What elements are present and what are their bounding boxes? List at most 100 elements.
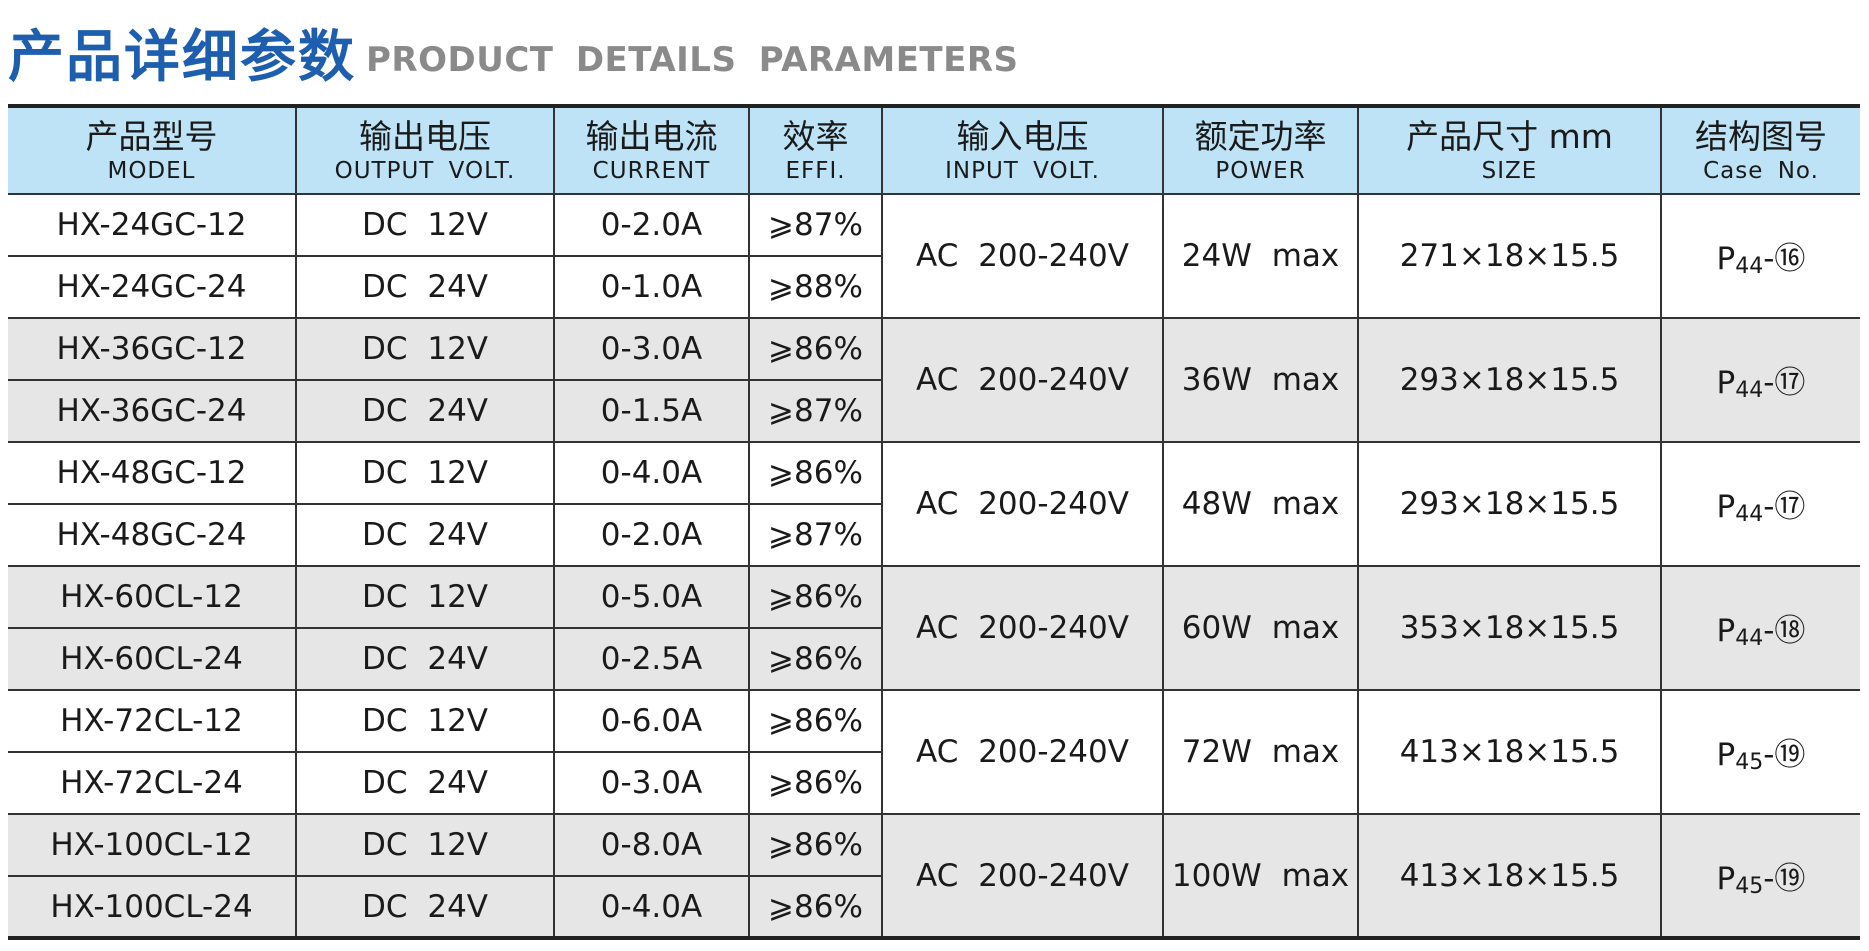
effi-cell: ⩾86% bbox=[748, 689, 883, 753]
effi-cell: ⩾87% bbox=[748, 379, 882, 443]
case-page-number: 45 bbox=[1735, 750, 1764, 775]
header-input-volt-en: INPUT VOLT. bbox=[945, 157, 1100, 184]
header-power-en: POWER bbox=[1215, 157, 1306, 184]
table-row: HX-48GC-24 DC 24V 0-2.0A ⩾87% bbox=[8, 503, 1860, 567]
effi-cell: ⩾87% bbox=[748, 193, 883, 257]
case-no-cell: P44-⑱ bbox=[1660, 565, 1860, 691]
output-volt-cell: DC 24V bbox=[295, 379, 555, 443]
current-cell: 0-3.0A bbox=[553, 317, 750, 381]
current-cell: 0-4.0A bbox=[553, 875, 750, 939]
case-no-cell: P44-⑯ bbox=[1660, 193, 1860, 319]
header-current-en: CURRENT bbox=[592, 157, 711, 184]
case-no-cell: P45-⑲ bbox=[1660, 813, 1860, 939]
output-volt-cell: DC 24V bbox=[295, 503, 555, 567]
header-size-en: SIZE bbox=[1481, 157, 1538, 184]
header-current: 输出电流 CURRENT bbox=[553, 105, 750, 195]
current-cell: 0-8.0A bbox=[553, 813, 750, 877]
input-volt-cell: AC 200-240V bbox=[881, 193, 1164, 319]
current-cell: 0-4.0A bbox=[553, 441, 750, 505]
header-effi-en: EFFI. bbox=[785, 157, 846, 184]
table-row: HX-24GC-12 DC 12V 0-2.0A ⩾87% AC 200-240… bbox=[8, 193, 1860, 319]
power-cell: 72W max bbox=[1162, 689, 1359, 815]
model-cell: HX-100CL-12 bbox=[8, 813, 297, 877]
current-cell: 0-1.0A bbox=[553, 255, 750, 319]
model-cell: HX-100CL-24 bbox=[8, 875, 297, 939]
output-volt-cell: DC 12V bbox=[295, 813, 555, 877]
table-row: HX-72CL-24 DC 24V 0-3.0A ⩾86% bbox=[8, 751, 1860, 815]
header-effi: 效率 EFFI. bbox=[748, 105, 883, 195]
case-no-cell: P44-⑰ bbox=[1660, 317, 1860, 443]
size-cell: 293×18×15.5 bbox=[1357, 317, 1662, 443]
header-input-volt: 输入电压 INPUT VOLT. bbox=[881, 105, 1164, 195]
effi-cell: ⩾86% bbox=[748, 875, 882, 939]
input-volt-cell: AC 200-240V bbox=[881, 813, 1164, 939]
case-prefix: P bbox=[1716, 613, 1736, 649]
model-cell: HX-24GC-12 bbox=[8, 193, 297, 257]
case-suffix: -⑯ bbox=[1763, 241, 1806, 277]
current-cell: 0-3.0A bbox=[553, 751, 750, 815]
output-volt-cell: DC 12V bbox=[295, 441, 555, 505]
table-row: HX-100CL-12 DC 12V 0-8.0A ⩾86% AC 200-24… bbox=[8, 813, 1860, 939]
case-no-cell: P44-⑰ bbox=[1660, 441, 1860, 567]
output-volt-cell: DC 12V bbox=[295, 317, 555, 381]
effi-cell: ⩾86% bbox=[748, 813, 883, 877]
case-suffix: -⑱ bbox=[1763, 613, 1806, 649]
output-volt-cell: DC 24V bbox=[295, 627, 555, 691]
effi-cell: ⩾88% bbox=[748, 255, 882, 319]
model-cell: HX-60CL-12 bbox=[8, 565, 297, 629]
page-title-en: PRODUCT DETAILS PARAMETERS bbox=[366, 40, 1019, 80]
case-page-number: 44 bbox=[1735, 378, 1764, 403]
header-size: 产品尺寸 mm SIZE bbox=[1357, 105, 1662, 195]
case-prefix: P bbox=[1716, 489, 1736, 525]
effi-cell: ⩾86% bbox=[748, 317, 883, 381]
output-volt-cell: DC 12V bbox=[295, 565, 555, 629]
table-row: HX-72CL-12 DC 12V 0-6.0A ⩾86% AC 200-240… bbox=[8, 689, 1860, 815]
case-suffix: -⑰ bbox=[1763, 489, 1806, 525]
header-case-no-cn: 结构图号 bbox=[1695, 116, 1827, 156]
header-model-cn: 产品型号 bbox=[85, 116, 218, 156]
effi-cell: ⩾86% bbox=[748, 565, 883, 629]
header-size-cn: 产品尺寸 mm bbox=[1406, 116, 1613, 156]
current-cell: 0-6.0A bbox=[553, 689, 750, 753]
current-cell: 0-2.0A bbox=[553, 503, 750, 567]
output-volt-cell: DC 12V bbox=[295, 689, 555, 753]
power-cell: 100W max bbox=[1162, 813, 1359, 939]
header-model-en: MODEL bbox=[107, 157, 196, 184]
table-row: HX-24GC-24 DC 24V 0-1.0A ⩾88% bbox=[8, 255, 1860, 319]
case-suffix: -⑰ bbox=[1763, 365, 1806, 401]
header-output-volt-en: OUTPUT VOLT. bbox=[334, 157, 516, 184]
case-page-number: 44 bbox=[1735, 254, 1764, 279]
size-cell: 413×18×15.5 bbox=[1357, 813, 1662, 939]
table-row: HX-60CL-12 DC 12V 0-5.0A ⩾86% AC 200-240… bbox=[8, 565, 1860, 691]
effi-cell: ⩾86% bbox=[748, 627, 882, 691]
model-cell: HX-48GC-24 bbox=[8, 503, 297, 567]
header-model: 产品型号 MODEL bbox=[8, 105, 297, 195]
header-case-no-en: Case No. bbox=[1703, 157, 1819, 184]
model-cell: HX-24GC-24 bbox=[8, 255, 297, 319]
output-volt-cell: DC 24V bbox=[295, 255, 555, 319]
case-suffix: -⑲ bbox=[1763, 737, 1806, 773]
case-prefix: P bbox=[1716, 860, 1736, 897]
case-page-number: 45 bbox=[1735, 873, 1764, 899]
table-header-row: 产品型号 MODEL 输出电压 OUTPUT VOLT. 输出电流 CURRENT 效… bbox=[8, 105, 1860, 195]
size-cell: 293×18×15.5 bbox=[1357, 441, 1662, 567]
input-volt-cell: AC 200-240V bbox=[881, 441, 1164, 567]
input-volt-cell: AC 200-240V bbox=[881, 689, 1164, 815]
output-volt-cell: DC 24V bbox=[295, 875, 555, 939]
case-prefix: P bbox=[1716, 365, 1736, 401]
header-current-cn: 输出电流 bbox=[585, 116, 718, 156]
header-case-no: 结构图号 Case No. bbox=[1660, 105, 1860, 195]
case-page-number: 44 bbox=[1735, 502, 1764, 527]
product-parameters-table: 产品型号 MODEL 输出电压 OUTPUT VOLT. 输出电流 CURRENT 效… bbox=[8, 104, 1860, 940]
current-cell: 0-2.5A bbox=[553, 627, 750, 691]
effi-cell: ⩾86% bbox=[748, 441, 883, 505]
table-row: HX-60CL-24 DC 24V 0-2.5A ⩾86% bbox=[8, 627, 1860, 691]
case-page-number: 44 bbox=[1735, 626, 1764, 651]
case-prefix: P bbox=[1716, 241, 1736, 277]
power-cell: 24W max bbox=[1162, 193, 1359, 319]
effi-cell: ⩾86% bbox=[748, 751, 882, 815]
effi-cell: ⩾87% bbox=[748, 503, 882, 567]
size-cell: 271×18×15.5 bbox=[1357, 193, 1662, 319]
power-cell: 60W max bbox=[1162, 565, 1359, 691]
size-cell: 413×18×15.5 bbox=[1357, 689, 1662, 815]
